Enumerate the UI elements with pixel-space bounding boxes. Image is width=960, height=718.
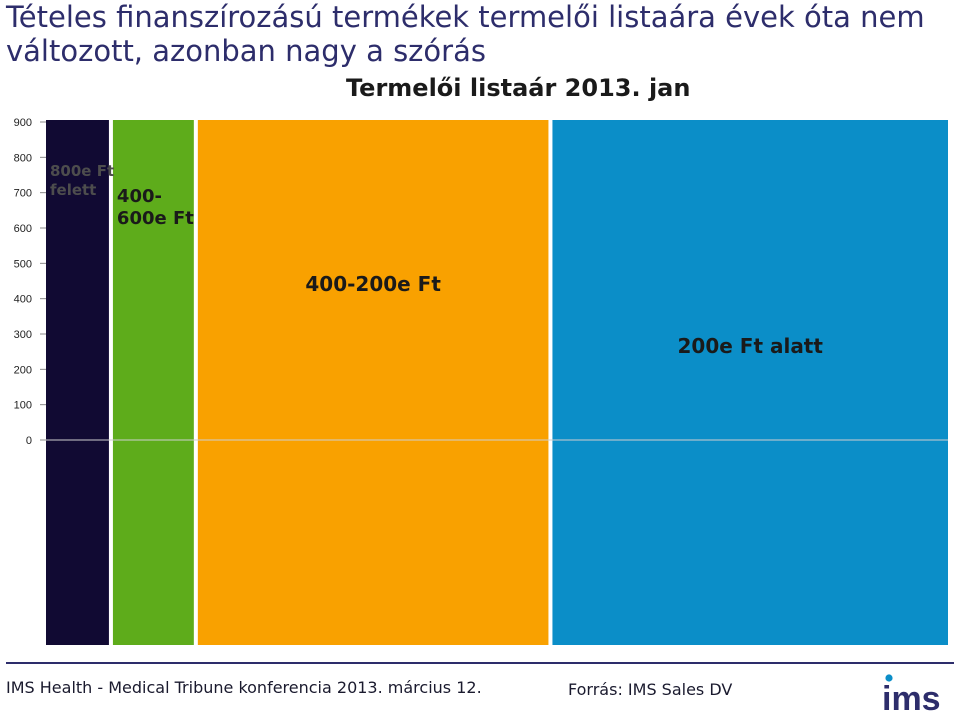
category-label: 600e Ft: [117, 208, 194, 229]
segment-bar: [46, 120, 109, 645]
y-tick-label: 100: [14, 400, 32, 412]
category-label: 400-: [117, 186, 162, 207]
footer-divider: [6, 662, 954, 664]
segment-bar: [552, 120, 948, 645]
marimekko-chart: 0 100 200 300 400 500 600 700 800 900 800e Ftfelet…: [14, 117, 948, 645]
segment-bar: [112, 120, 194, 645]
category-label: 800e Ft: [50, 162, 114, 180]
category-label: 200e Ft alatt: [678, 334, 824, 358]
y-tick-label: 500: [14, 258, 32, 270]
y-tick-label: 300: [14, 329, 32, 341]
chart-title: Termelői listaár 2013. jan: [346, 74, 691, 102]
y-tick-label: 200: [14, 364, 32, 376]
logo-text: ims: [882, 680, 941, 714]
y-tick-label: 800: [14, 152, 32, 164]
y-tick-label: 0: [26, 435, 32, 447]
y-tick-label: 600: [14, 223, 32, 235]
category-label: felett: [50, 181, 96, 199]
category-label: 400-200e Ft: [305, 272, 441, 296]
y-tick-label: 900: [14, 117, 32, 129]
slide-title-line2: változott, azonban nagy a szórás: [6, 34, 486, 68]
segment-bar: [197, 120, 549, 645]
footer-conference: IMS Health - Medical Tribune konferencia…: [6, 678, 482, 697]
y-tick-label: 400: [14, 294, 32, 306]
slide-title-line1: Tételes finanszírozású termékek termelői…: [6, 0, 925, 34]
slide-title: Tételes finanszírozású termékek termelői…: [6, 0, 956, 68]
logo-dot: [885, 674, 893, 682]
footer-source: Forrás: IMS Sales DV: [568, 680, 733, 699]
y-tick-label: 700: [14, 188, 32, 200]
ims-logo: ims: [882, 674, 941, 714]
